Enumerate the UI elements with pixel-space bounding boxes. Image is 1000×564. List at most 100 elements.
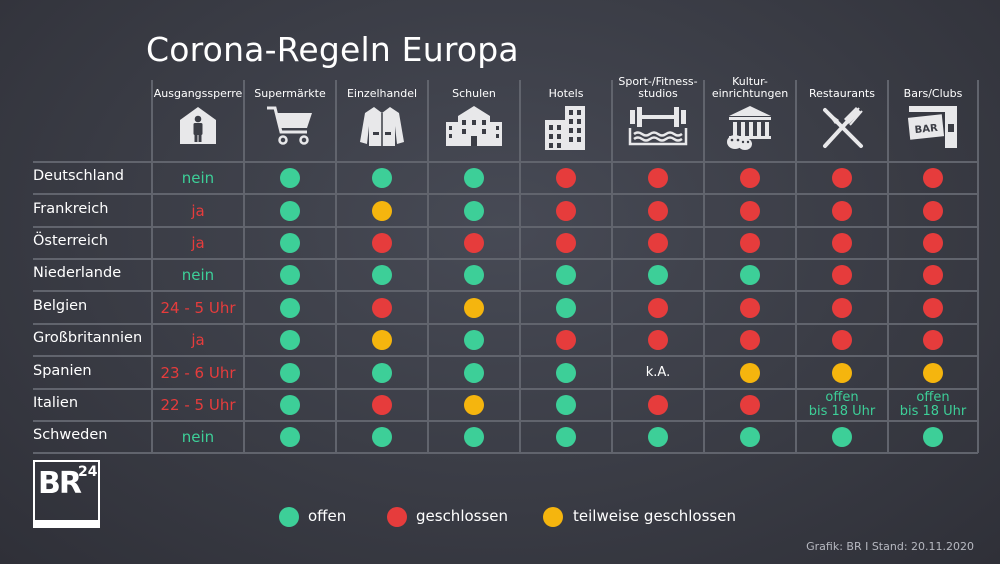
row-divider (33, 420, 978, 422)
column-header-7: Kultur-einrichtungen (704, 76, 796, 100)
bar-sign-icon: BAR (888, 104, 978, 152)
status-dot (740, 265, 760, 285)
legend-label: offen (308, 507, 347, 525)
column-header-label: Restaurants (809, 87, 875, 100)
status-dot (556, 297, 576, 318)
column-header-9: Bars/Clubs (888, 88, 978, 100)
country-label: Schweden (33, 427, 108, 443)
page-title: Corona-Regeln Europa (146, 30, 519, 69)
column-divider (243, 80, 245, 453)
curfew-value: 23 - 6 Uhr (160, 363, 236, 382)
legend-dot-o (279, 507, 299, 527)
country-label: Deutschland (33, 168, 124, 184)
status-dot (372, 233, 392, 253)
logo-bar (35, 520, 98, 526)
row-divider (33, 290, 978, 292)
column-header-8: Restaurants (796, 88, 888, 100)
status-dot (464, 168, 484, 188)
column-header-2: Supermärkte (244, 88, 336, 100)
status-dot (372, 395, 392, 415)
status-dot (923, 233, 943, 253)
column-header-1: Ausgangssperre (152, 88, 244, 100)
cell-text-line: k.A. (645, 364, 671, 380)
column-divider (977, 80, 979, 453)
no-data-label: k.A. (612, 364, 704, 380)
status-dot (372, 362, 392, 383)
curfew-value: ja (191, 201, 205, 220)
legend-dot-g (387, 507, 407, 527)
museum-masks-icon (704, 104, 796, 154)
status-dot (556, 168, 576, 188)
column-header-label: Einzelhandel (346, 87, 418, 100)
status-dot (280, 395, 300, 415)
curfew-value: ja (191, 234, 205, 252)
status-dot (832, 362, 852, 383)
column-header-label: Kultur- (732, 75, 768, 88)
country-label: Spanien (33, 362, 92, 379)
cell-text-line: offen (916, 390, 950, 405)
logo-text: BR (38, 466, 82, 501)
row-divider (33, 452, 978, 454)
curfew-value: 24 - 5 Uhr (160, 298, 236, 317)
column-header-5: Hotels (520, 88, 612, 100)
status-dot (832, 297, 852, 318)
status-dot (464, 427, 484, 447)
status-dot (740, 362, 760, 383)
status-dot (832, 330, 852, 350)
column-header-label: einrichtungen (711, 87, 789, 100)
row-divider (33, 355, 978, 357)
status-dot (464, 265, 484, 285)
row-divider (33, 161, 978, 163)
curfew-value: ja (191, 331, 205, 349)
column-header-label: Ausgangssperre (153, 87, 243, 100)
status-dot (280, 233, 300, 253)
status-dot (648, 297, 668, 318)
column-divider (427, 80, 429, 453)
knife-fork-icon (796, 104, 888, 154)
status-dot (740, 200, 760, 221)
partial-open-label: offen bis 18 Uhr (888, 391, 978, 419)
status-dot (740, 330, 760, 350)
status-dot (648, 427, 668, 447)
row-divider (33, 388, 978, 390)
status-dot (280, 265, 300, 285)
status-dot (372, 427, 392, 447)
column-divider (795, 80, 797, 453)
status-dot (832, 200, 852, 221)
country-label: Großbritannien (33, 330, 143, 346)
status-dot (556, 200, 576, 221)
cell-text-line: offen (825, 390, 859, 405)
row-divider (33, 226, 978, 228)
status-dot (464, 297, 484, 318)
status-dot (923, 427, 943, 447)
status-dot (923, 200, 943, 221)
status-dot (280, 330, 300, 350)
cell-text-line: bis 18 Uhr (808, 404, 876, 419)
status-dot (280, 168, 300, 188)
column-header-label: Bars/Clubs (903, 87, 963, 100)
legend-label: geschlossen (416, 507, 509, 525)
status-dot (372, 297, 392, 318)
curfew-value: nein (181, 266, 215, 284)
status-dot (648, 200, 668, 221)
status-dot (464, 395, 484, 415)
status-dot (280, 200, 300, 221)
status-dot (740, 297, 760, 318)
logo-superscript: 24 (78, 464, 98, 480)
dumbbell-pool-icon (612, 104, 704, 150)
row-divider (33, 323, 978, 325)
column-header-label: Supermärkte (254, 87, 326, 100)
status-dot (464, 233, 484, 253)
country-label: Österreich (33, 233, 109, 249)
column-divider (887, 80, 889, 453)
status-dot (832, 233, 852, 253)
column-divider (151, 80, 153, 453)
person-house-icon (152, 104, 244, 150)
jacket-icon (336, 104, 428, 152)
status-dot (556, 395, 576, 415)
status-dot (464, 362, 484, 383)
column-header-label: Hotels (548, 87, 584, 100)
status-dot (740, 233, 760, 253)
column-header-4: Schulen (428, 88, 520, 100)
status-dot (372, 168, 392, 188)
